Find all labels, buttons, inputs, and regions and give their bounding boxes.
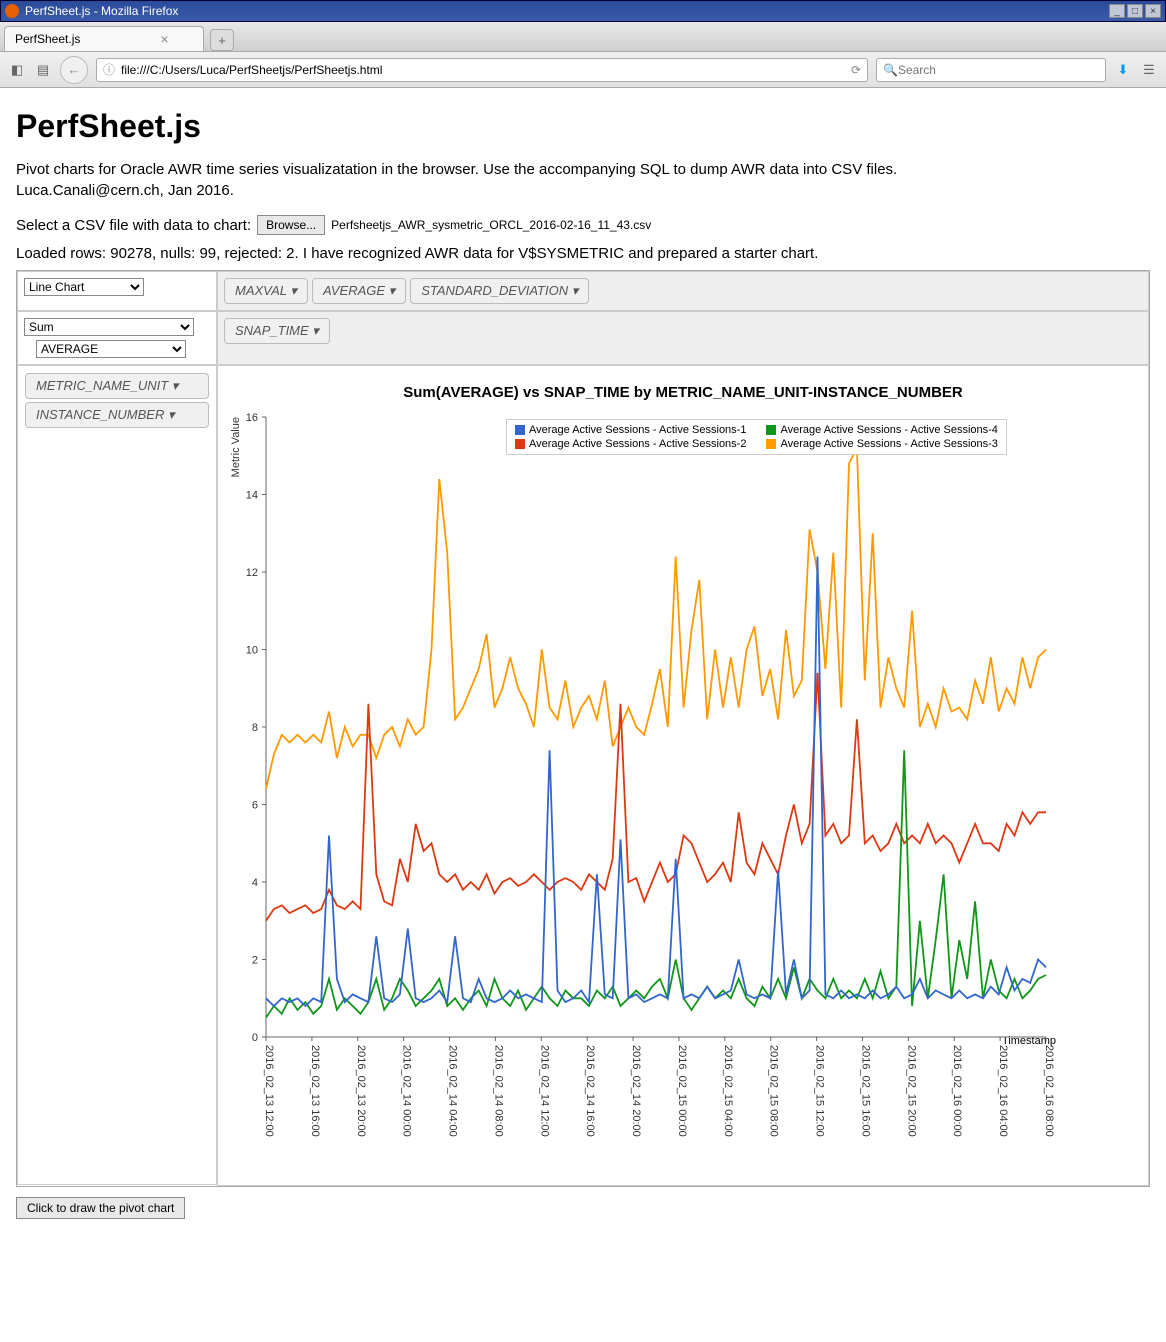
legend-item: Average Active Sessions - Active Session… xyxy=(515,424,746,436)
maximize-button[interactable]: □ xyxy=(1127,4,1143,18)
legend-item: Average Active Sessions - Active Session… xyxy=(515,438,746,450)
svg-text:2016_02_13 16:00: 2016_02_13 16:00 xyxy=(309,1045,321,1137)
browser-tabbar: PerfSheet.js × + xyxy=(0,22,1166,52)
pivot-table-ui: Line Chart MAXVAL ▾AVERAGE ▾STANDARD_DEV… xyxy=(16,270,1150,1187)
window-titlebar: PerfSheet.js - Mozilla Firefox _ □ × xyxy=(0,0,1166,22)
svg-text:14: 14 xyxy=(246,490,258,502)
svg-text:2016_02_15 04:00: 2016_02_15 04:00 xyxy=(722,1045,734,1137)
close-button[interactable]: × xyxy=(1145,4,1161,18)
svg-text:2: 2 xyxy=(252,955,258,967)
legend-item: Average Active Sessions - Active Session… xyxy=(766,438,997,450)
intro-text: Pivot charts for Oracle AWR time series … xyxy=(16,159,1150,201)
svg-text:10: 10 xyxy=(246,645,258,657)
svg-text:4: 4 xyxy=(252,877,258,889)
browser-navbar: ◧ ▤ ← ⓘ ⟳ 🔍 ⬇ ☰ xyxy=(0,52,1166,88)
browser-tab[interactable]: PerfSheet.js × xyxy=(4,26,204,51)
url-bar[interactable]: ⓘ ⟳ xyxy=(96,58,868,82)
chart-title: Sum(AVERAGE) vs SNAP_TIME by METRIC_NAME… xyxy=(226,384,1140,401)
aggregator-attr-select[interactable]: AVERAGE xyxy=(36,340,186,358)
svg-text:2016_02_15 08:00: 2016_02_15 08:00 xyxy=(768,1045,780,1137)
back-button[interactable]: ← xyxy=(60,56,88,84)
draw-chart-button[interactable]: Click to draw the pivot chart xyxy=(16,1197,185,1219)
svg-text:12: 12 xyxy=(246,567,258,579)
load-status: Loaded rows: 90278, nulls: 99, rejected:… xyxy=(16,245,1150,262)
firefox-icon xyxy=(5,4,19,18)
pivot-col-attrs: SNAP_TIME ▾ xyxy=(217,311,1149,365)
svg-text:2016_02_14 00:00: 2016_02_14 00:00 xyxy=(401,1045,413,1137)
svg-text:2016_02_14 20:00: 2016_02_14 20:00 xyxy=(630,1045,642,1137)
search-input[interactable] xyxy=(898,63,1099,77)
svg-text:2016_02_16 04:00: 2016_02_16 04:00 xyxy=(997,1045,1009,1137)
tab-label: PerfSheet.js xyxy=(15,32,80,46)
svg-text:2016_02_16 00:00: 2016_02_16 00:00 xyxy=(951,1045,963,1137)
svg-text:8: 8 xyxy=(252,722,258,734)
svg-text:2016_02_14 04:00: 2016_02_14 04:00 xyxy=(447,1045,459,1137)
pivot-renderer-cell: Line Chart xyxy=(17,271,217,311)
browse-button[interactable]: Browse... xyxy=(257,215,325,235)
renderer-select[interactable]: Line Chart xyxy=(24,278,144,296)
svg-text:16: 16 xyxy=(246,412,258,424)
svg-text:2016_02_15 16:00: 2016_02_15 16:00 xyxy=(859,1045,871,1137)
pivot-attr-pill[interactable]: METRIC_NAME_UNIT ▾ xyxy=(25,373,209,399)
pivot-attr-pill[interactable]: SNAP_TIME ▾ xyxy=(224,318,330,344)
svg-text:2016_02_15 00:00: 2016_02_15 00:00 xyxy=(676,1045,688,1137)
menu-icon[interactable]: ☰ xyxy=(1140,61,1158,79)
legend-item: Average Active Sessions - Active Session… xyxy=(766,424,997,436)
pivot-attr-pill[interactable]: MAXVAL ▾ xyxy=(224,278,308,304)
new-tab-button[interactable]: + xyxy=(210,29,234,51)
svg-text:0: 0 xyxy=(252,1032,258,1044)
aggregator-select[interactable]: Sum xyxy=(24,318,194,336)
search-bar[interactable]: 🔍 xyxy=(876,58,1106,82)
pivot-row-attrs: METRIC_NAME_UNIT ▾ INSTANCE_NUMBER ▾ xyxy=(17,365,217,1185)
svg-text:2016_02_14 08:00: 2016_02_14 08:00 xyxy=(492,1045,504,1137)
svg-text:6: 6 xyxy=(252,800,258,812)
globe-icon: ⓘ xyxy=(103,61,115,78)
svg-text:2016_02_13 20:00: 2016_02_13 20:00 xyxy=(355,1045,367,1137)
file-prompt: Select a CSV file with data to chart: xyxy=(16,217,251,234)
readinglist-icon[interactable]: ▤ xyxy=(34,61,52,79)
downloads-icon[interactable]: ⬇ xyxy=(1114,61,1132,79)
chart-area: Metric Value Timestamp 02468101214162016… xyxy=(226,407,1056,1177)
window-title: PerfSheet.js - Mozilla Firefox xyxy=(25,4,178,18)
svg-text:2016_02_16 08:00: 2016_02_16 08:00 xyxy=(1043,1045,1055,1137)
pivot-unused-attrs: MAXVAL ▾AVERAGE ▾STANDARD_DEVIATION ▾ xyxy=(217,271,1149,311)
svg-text:2016_02_15 20:00: 2016_02_15 20:00 xyxy=(905,1045,917,1137)
pivot-aggregator-cell: Sum AVERAGE xyxy=(17,311,217,365)
url-input[interactable] xyxy=(121,63,845,77)
pivot-attr-pill[interactable]: STANDARD_DEVIATION ▾ xyxy=(410,278,589,304)
svg-text:2016_02_14 16:00: 2016_02_14 16:00 xyxy=(584,1045,596,1137)
search-icon: 🔍 xyxy=(883,63,898,77)
chart-legend: Average Active Sessions - Active Session… xyxy=(506,419,1007,455)
pivot-attr-pill[interactable]: AVERAGE ▾ xyxy=(312,278,406,304)
page-content: PerfSheet.js Pivot charts for Oracle AWR… xyxy=(0,88,1166,1187)
pivot-attr-pill[interactable]: INSTANCE_NUMBER ▾ xyxy=(25,402,209,428)
selected-filename: Perfsheetjs_AWR_sysmetric_ORCL_2016-02-1… xyxy=(331,218,651,232)
pivot-chart-cell: Sum(AVERAGE) vs SNAP_TIME by METRIC_NAME… xyxy=(217,365,1149,1186)
chart-svg: 0 2 4 6 8 10 12 14 16 2016_02_13 12:00 2016_02_13 … xyxy=(226,407,1056,1177)
sidebar-toggle-icon[interactable]: ◧ xyxy=(8,61,26,79)
minimize-button[interactable]: _ xyxy=(1109,4,1125,18)
svg-text:2016_02_15 12:00: 2016_02_15 12:00 xyxy=(814,1045,826,1137)
tab-close-icon[interactable]: × xyxy=(160,31,168,47)
svg-text:2016_02_13 12:00: 2016_02_13 12:00 xyxy=(263,1045,275,1137)
svg-text:2016_02_14 12:00: 2016_02_14 12:00 xyxy=(538,1045,550,1137)
reload-icon[interactable]: ⟳ xyxy=(851,63,861,77)
page-heading: PerfSheet.js xyxy=(16,108,1150,145)
